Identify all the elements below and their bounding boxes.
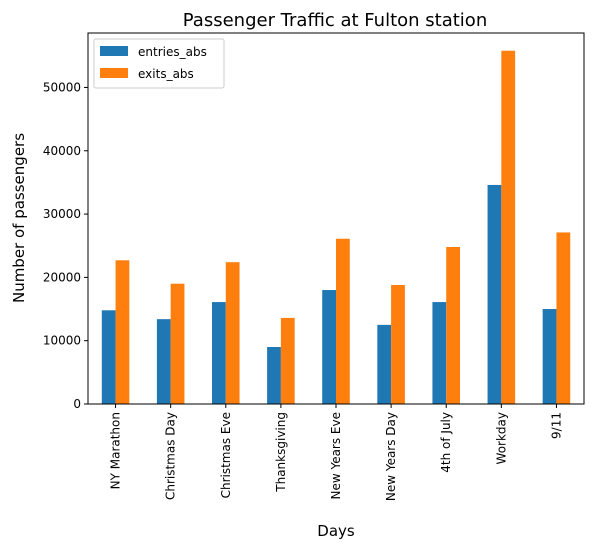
bar-entries-abs-0: [101, 310, 116, 404]
bar-group: [101, 50, 571, 404]
legend-label-exits: exits_abs: [138, 67, 194, 81]
y-tick-label: 30000: [43, 207, 81, 221]
bar-entries-abs-2: [212, 302, 226, 404]
legend-swatch-exits: [100, 68, 128, 78]
x-tick-label: Workday: [494, 412, 508, 464]
x-tick-label: New Years Day: [384, 412, 398, 501]
bar-entries-abs-8: [542, 309, 557, 404]
chart-title: Passenger Traffic at Fulton station: [183, 10, 487, 31]
bar-entries-abs-7: [487, 184, 502, 404]
x-tick-label: 9/11: [549, 412, 563, 439]
bar-entries-abs-6: [432, 302, 447, 404]
bar-entries-abs-1: [156, 319, 171, 404]
legend: entries_abs exits_abs: [93, 38, 225, 89]
y-axis-title: Number of passengers: [10, 133, 28, 303]
x-tick-label: NY Marathon: [109, 412, 123, 489]
bar-exits-abs-6: [446, 246, 460, 404]
bar-exits-abs-7: [501, 50, 516, 404]
bar-exits-abs-1: [170, 283, 185, 404]
bar-entries-abs-4: [322, 290, 336, 404]
x-tick-label: Christmas Eve: [219, 412, 233, 498]
x-tick-label: 4th of July: [439, 412, 453, 473]
bar-exits-abs-3: [280, 317, 295, 404]
bar-exits-abs-5: [391, 284, 405, 404]
legend-swatch-entries: [100, 46, 128, 56]
x-tick-label: New Years Eve: [329, 412, 343, 500]
y-tick-label: 0: [73, 397, 81, 411]
bar-exits-abs-0: [115, 260, 130, 404]
x-tick-label: Christmas Day: [164, 412, 178, 500]
legend-label-entries: entries_abs: [138, 45, 207, 59]
bar-exits-abs-2: [225, 262, 240, 404]
y-tick-label: 10000: [43, 334, 81, 348]
bar-exits-abs-4: [336, 238, 350, 404]
y-tick-label: 20000: [43, 270, 81, 284]
x-tick-label: Thanksgiving: [274, 412, 288, 493]
x-axis-title: Days: [317, 522, 355, 540]
y-tick-label: 40000: [43, 144, 81, 158]
y-axis: 0 10000 20000 30000 40000 50000: [43, 80, 88, 411]
bar-exits-abs-8: [556, 232, 571, 404]
bar-entries-abs-3: [267, 347, 281, 404]
y-tick-label: 50000: [43, 80, 81, 94]
x-axis: NY Marathon Christmas Day Christmas Eve Tha…: [109, 404, 563, 501]
bar-entries-abs-5: [377, 324, 392, 404]
